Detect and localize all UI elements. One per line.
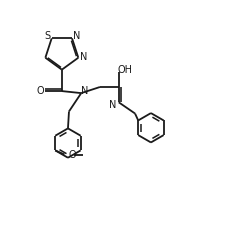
Text: S: S <box>44 31 50 41</box>
Text: N: N <box>81 86 89 96</box>
Text: O: O <box>68 150 76 160</box>
Text: O: O <box>36 86 44 96</box>
Text: N: N <box>80 52 88 62</box>
Text: OH: OH <box>118 65 133 75</box>
Text: N: N <box>109 100 117 110</box>
Text: N: N <box>73 31 80 41</box>
